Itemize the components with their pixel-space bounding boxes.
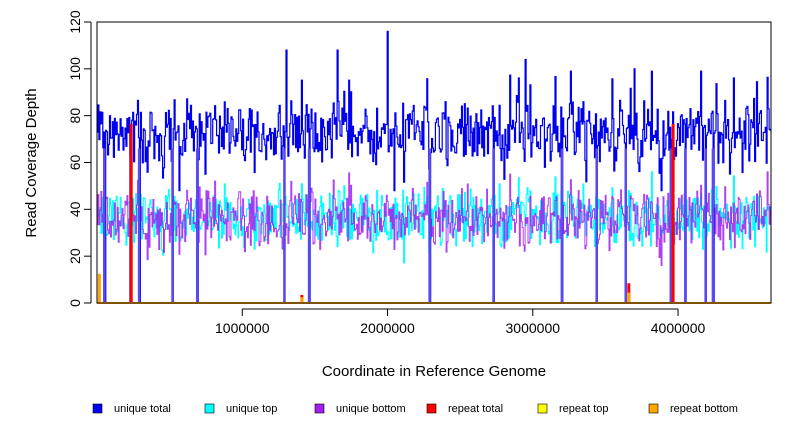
legend-label-unique-total: unique total — [114, 403, 171, 415]
y-axis-title: Read Coverage Depth — [23, 88, 40, 237]
legend-label-unique-top: unique top — [226, 403, 277, 415]
legend: unique total unique top unique bottom repea… — [92, 403, 738, 415]
y-tick-label-0: 0 — [67, 299, 83, 307]
axes-layer: 0 20 40 60 80 100 120 1000000 2000000 3000000 4000… — [67, 10, 705, 336]
y-tick-label-100: 100 — [67, 57, 83, 81]
x-tick-label-3000000: 3000000 — [506, 320, 561, 336]
y-tick-label-60: 60 — [67, 155, 83, 171]
legend-swatch-unique-bottom — [314, 403, 325, 414]
y-tick-label-40: 40 — [67, 201, 83, 217]
legend-label-repeat-top: repeat top — [559, 403, 609, 415]
legend-swatch-unique-top — [204, 403, 215, 414]
series-line-unique-top — [97, 171, 772, 304]
legend-swatch-repeat-bottom — [648, 403, 659, 414]
series-line-unique-total — [97, 30, 772, 304]
x-tick-label-1000000: 1000000 — [215, 320, 270, 336]
legend-label-unique-bottom: unique bottom — [336, 403, 406, 415]
legend-swatch-repeat-total — [426, 403, 437, 414]
legend-label-repeat-total: repeat total — [448, 403, 503, 415]
y-tick-label-120: 120 — [67, 10, 83, 34]
y-tick-label-80: 80 — [67, 108, 83, 124]
legend-swatch-repeat-top — [537, 403, 548, 414]
x-tick-label-2000000: 2000000 — [360, 320, 415, 336]
legend-swatch-unique-total — [92, 403, 103, 414]
plot-frame — [96, 21, 772, 304]
y-tick-label-20: 20 — [67, 248, 83, 264]
x-tick-label-4000000: 4000000 — [651, 320, 706, 336]
series-line-unique-bottom — [97, 171, 772, 304]
x-axis-title: Coordinate in Reference Genome — [322, 363, 546, 380]
legend-label-repeat-bottom: repeat bottom — [670, 403, 738, 415]
series-layer — [97, 30, 772, 304]
